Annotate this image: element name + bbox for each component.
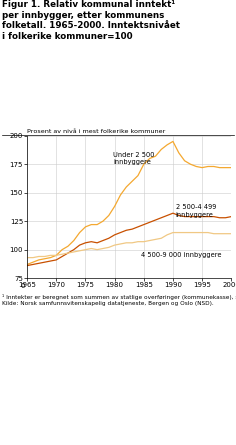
Text: Prosent av nivå i mest folkerike kommuner: Prosent av nivå i mest folkerike kommune… <box>27 129 165 134</box>
Text: 2 500-4 499
innbyggere: 2 500-4 499 innbyggere <box>176 204 216 218</box>
Text: Under 2 500
innbyggere: Under 2 500 innbyggere <box>114 152 155 165</box>
Text: 4 500-9 000 innbyggere: 4 500-9 000 innbyggere <box>141 252 221 258</box>
Text: 0: 0 <box>21 283 25 289</box>
Text: Figur 1. Relativ kommunal inntekt¹
per innbygger, etter kommunens
folketall. 196: Figur 1. Relativ kommunal inntekt¹ per i… <box>2 0 180 41</box>
Text: ¹ Inntekter er beregnet som summen av statlige overføringer (kommunekasse), skat: ¹ Inntekter er beregnet som summen av st… <box>2 294 236 306</box>
